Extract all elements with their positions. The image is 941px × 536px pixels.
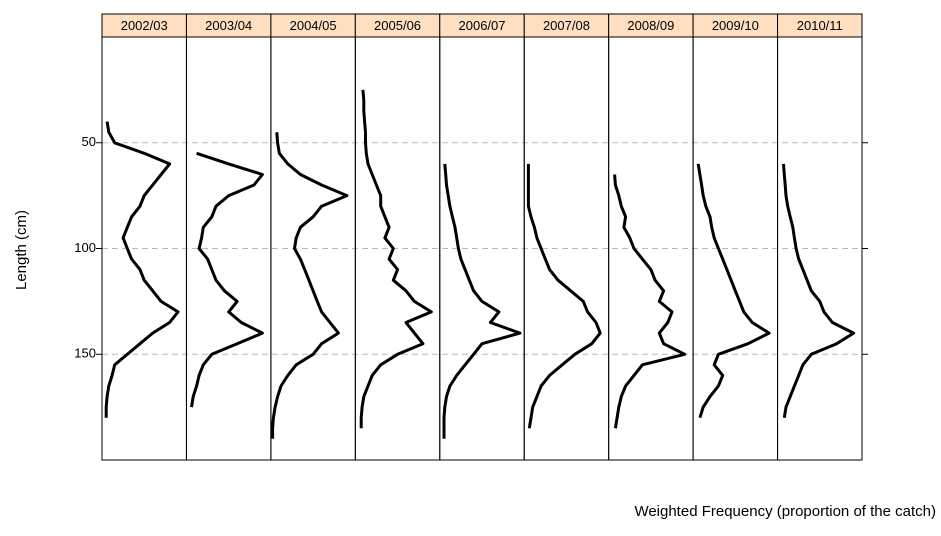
- strip-label: 2005/06: [374, 18, 421, 33]
- y-tick-label: 50: [82, 134, 96, 149]
- strip-label: 2006/07: [459, 18, 506, 33]
- frequency-line: [442, 163, 522, 439]
- panel: [777, 36, 863, 461]
- frequency-line: [271, 132, 349, 439]
- strip-label: 2007/08: [543, 18, 590, 33]
- strip-label: 2010/11: [797, 18, 843, 33]
- frequency-line: [613, 174, 687, 429]
- strip-label: 2004/05: [290, 18, 337, 33]
- strip-label: 2002/03: [121, 18, 168, 33]
- strip-label: 2009/10: [712, 18, 759, 33]
- frequency-line: [526, 163, 602, 429]
- strip-label: 2008/09: [627, 18, 674, 33]
- x-axis-label: Weighted Frequency (proportion of the ca…: [634, 503, 936, 520]
- y-tick-label: 100: [74, 240, 96, 255]
- y-axis-label: Length (cm): [13, 210, 30, 290]
- frequency-line: [359, 89, 433, 429]
- frequency-line: [104, 121, 180, 418]
- frequency-line: [190, 151, 264, 408]
- y-tick-label: 150: [74, 346, 96, 361]
- strip-label: 2003/04: [205, 18, 252, 33]
- frequency-line: [782, 163, 856, 418]
- frequency-line: [696, 163, 771, 419]
